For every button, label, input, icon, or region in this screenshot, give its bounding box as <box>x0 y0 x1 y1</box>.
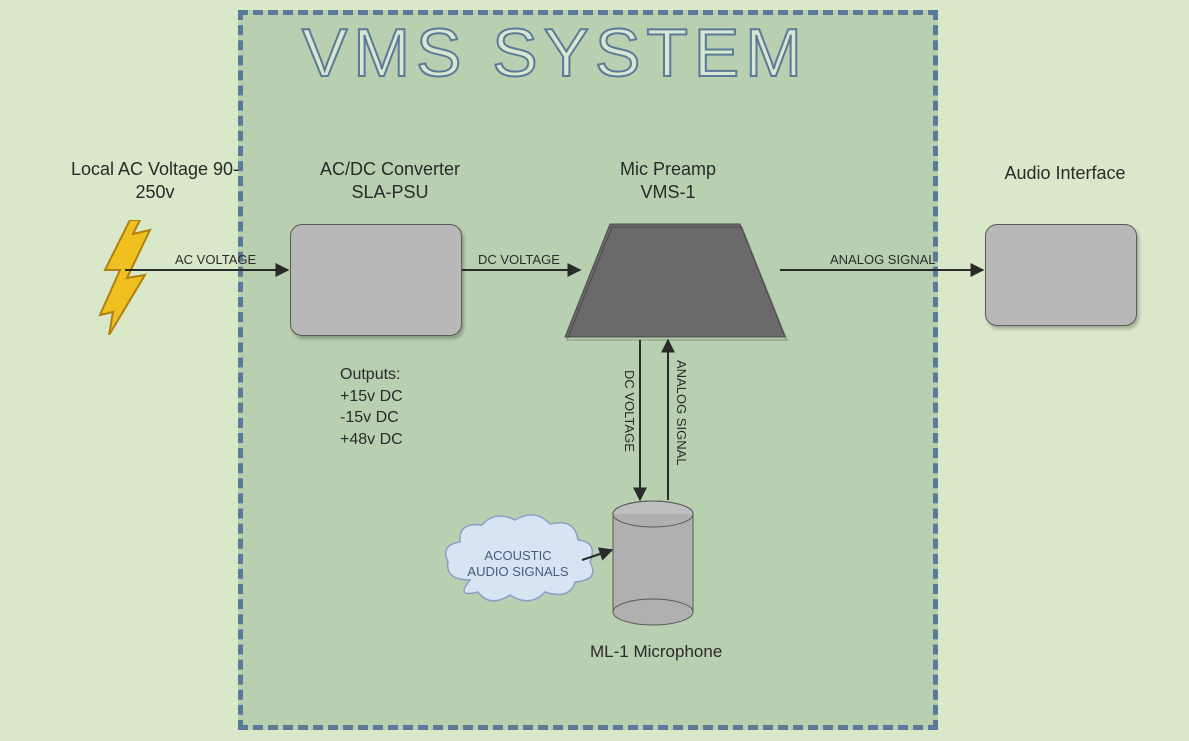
edge-label-analog2: ANALOG SIGNAL <box>674 360 689 465</box>
edge-label-analog: ANALOG SIGNAL <box>830 252 935 267</box>
edge-label-dc1: DC VOLTAGE <box>478 252 560 267</box>
edge-label-dc2: DC VOLTAGE <box>622 370 637 452</box>
edge-label-ac: AC VOLTAGE <box>175 252 256 267</box>
edges-layer <box>0 0 1189 741</box>
